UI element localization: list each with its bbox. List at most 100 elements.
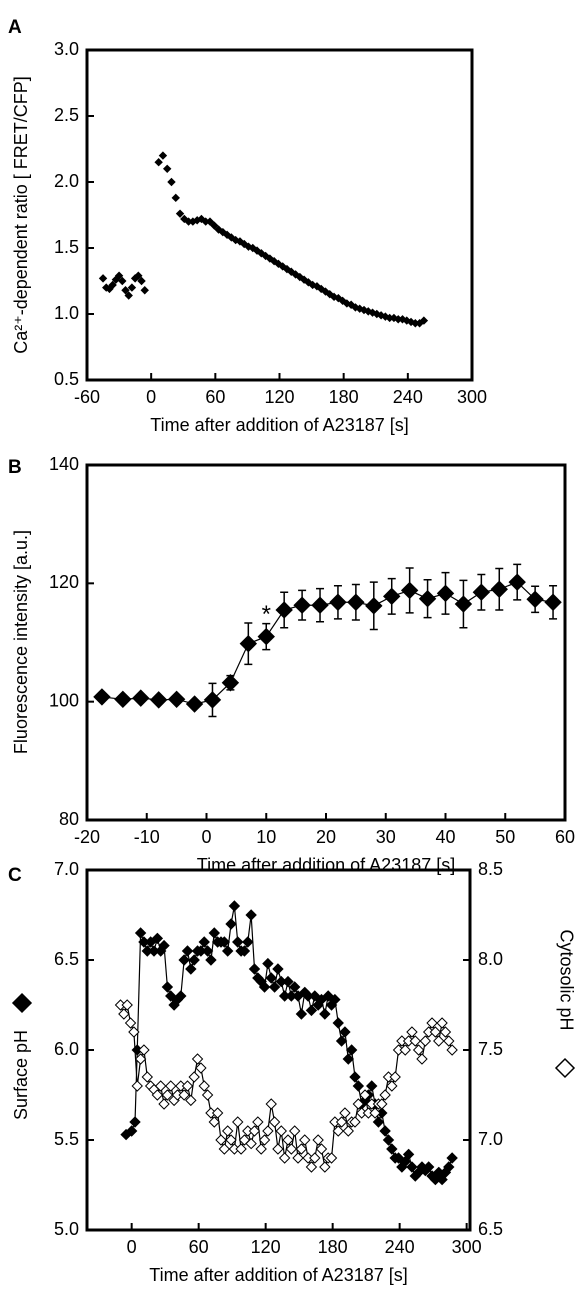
y-tick-label: 0.5 [54, 369, 79, 389]
data-point [93, 688, 111, 706]
data-point [544, 593, 562, 611]
data-point [345, 1044, 358, 1056]
data-point [124, 1017, 137, 1029]
x-tick-label: 0 [146, 387, 156, 407]
y-tick-label: 7.0 [54, 859, 79, 879]
data-point [418, 590, 437, 608]
data-point [195, 1062, 207, 1074]
data-point [332, 1125, 344, 1137]
data-point [158, 151, 168, 160]
data-point [272, 963, 284, 975]
data-point [114, 271, 124, 280]
data-point [245, 909, 257, 921]
data-point [131, 1080, 143, 1092]
data-point [185, 1094, 197, 1107]
data-point [292, 1152, 304, 1164]
x-tick-label: 240 [393, 387, 423, 407]
data-point [439, 1026, 452, 1038]
data-point [389, 1071, 401, 1083]
x-tick-label: 120 [264, 387, 294, 407]
data-point [258, 981, 271, 993]
data-point [225, 1134, 237, 1146]
y2-tick-label: 8.5 [478, 859, 503, 879]
data-point [383, 587, 401, 606]
x-tick-label: 10 [256, 827, 276, 847]
data-point [201, 1089, 214, 1101]
data-point [201, 945, 214, 957]
data-point [382, 1134, 395, 1146]
data-point [198, 936, 210, 948]
data-point [129, 1116, 141, 1128]
data-point [419, 316, 429, 325]
data-point [342, 1053, 354, 1065]
annotation: * [262, 601, 271, 628]
data-point [98, 274, 108, 283]
data-point [359, 1089, 371, 1101]
x-tick-label: -60 [74, 387, 100, 407]
data-point [426, 1017, 438, 1029]
data-point [339, 1107, 351, 1119]
data-point [293, 596, 311, 614]
data-point [335, 1116, 348, 1128]
x-tick-label: 300 [457, 387, 487, 407]
data-point [178, 1089, 190, 1101]
data-point [228, 900, 241, 912]
data-point [203, 691, 222, 709]
data-point [319, 1161, 331, 1173]
data-point [329, 993, 341, 1006]
x-tick-label: 60 [205, 387, 225, 407]
y2-tick-label: 7.5 [478, 1039, 503, 1059]
data-point [118, 276, 127, 286]
data-point [309, 1152, 321, 1164]
data-point [446, 1152, 458, 1164]
data-point [416, 1053, 428, 1065]
x-tick-label: 40 [435, 827, 455, 847]
data-point [171, 193, 180, 203]
data-point [205, 217, 215, 226]
data-point [366, 1080, 378, 1092]
data-point [419, 1035, 432, 1047]
data-point [288, 981, 301, 993]
data-point [429, 1026, 442, 1038]
x-tick-label: 30 [376, 827, 396, 847]
y-tick-label: 1.0 [54, 303, 79, 323]
data-point [175, 990, 187, 1002]
y-axis-title: Surface pH [11, 1030, 31, 1120]
y-tick-label: 1.5 [54, 237, 79, 257]
data-point [436, 584, 455, 603]
data-point [137, 276, 146, 286]
data-point [386, 1080, 398, 1092]
y-tick-label: 5.0 [54, 1219, 79, 1239]
data-point [218, 936, 231, 948]
data-point [268, 1116, 281, 1128]
data-point [211, 1107, 224, 1119]
data-point [128, 1026, 140, 1038]
data-point [352, 1080, 365, 1092]
data-point [339, 1026, 351, 1038]
data-point [275, 601, 293, 619]
x-tick-label: 240 [385, 1237, 415, 1257]
x-tick-label: -20 [74, 827, 100, 847]
data-point [181, 945, 194, 957]
data-point [149, 691, 168, 709]
data-point [232, 1116, 244, 1128]
y-tick-label: 6.5 [54, 949, 79, 969]
data-point [282, 1134, 294, 1146]
data-point [151, 932, 164, 945]
data-point [335, 1035, 348, 1047]
data-point [125, 1125, 138, 1137]
data-point [161, 1089, 174, 1101]
data-point [352, 1098, 365, 1110]
data-point [134, 1053, 147, 1065]
data-point [185, 695, 204, 713]
y2-tick-label: 7.0 [478, 1129, 503, 1149]
data-point [372, 1116, 385, 1128]
data-point [454, 595, 473, 613]
x-axis-title: Time after addition of A23187 [s] [149, 1265, 408, 1285]
data-point [248, 963, 261, 975]
data-point [232, 936, 244, 948]
data-point [178, 954, 190, 966]
data-point [242, 936, 254, 948]
data-point [191, 1053, 204, 1065]
data-point [278, 1152, 291, 1164]
